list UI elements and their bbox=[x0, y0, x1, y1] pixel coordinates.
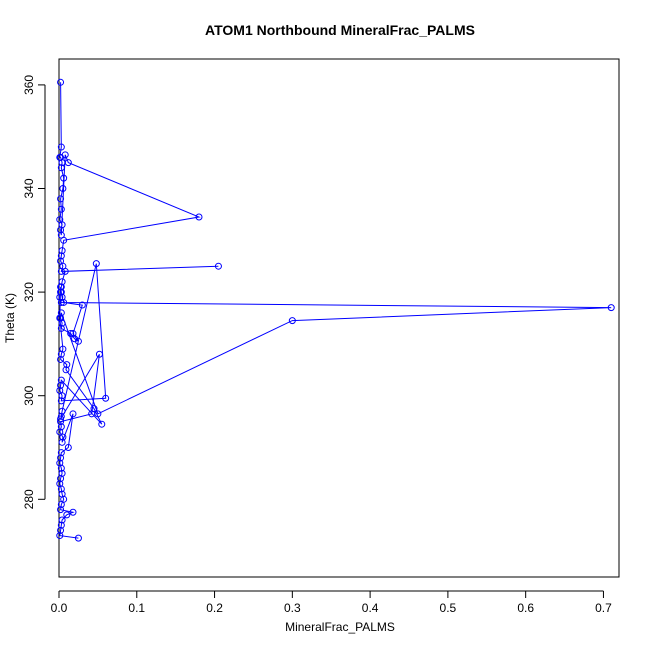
data-point bbox=[78, 301, 86, 309]
data-point bbox=[69, 508, 77, 516]
chart-title: ATOM1 Northbound MineralFrac_PALMS bbox=[205, 22, 475, 38]
data-point bbox=[57, 288, 65, 296]
data-point bbox=[59, 433, 67, 441]
data-point bbox=[57, 500, 65, 508]
data-point bbox=[62, 366, 70, 374]
data-point bbox=[57, 267, 65, 275]
data-point bbox=[61, 267, 69, 275]
y-axis-label: Theta (K) bbox=[3, 293, 17, 343]
data-point bbox=[60, 236, 68, 244]
data-point bbox=[88, 410, 96, 418]
x-tick-label: 0.3 bbox=[284, 601, 301, 615]
data-point bbox=[607, 304, 615, 312]
data-point bbox=[57, 454, 65, 462]
data-point bbox=[57, 415, 65, 423]
data-point bbox=[57, 418, 65, 426]
x-axis: 0.0 0.1 0.2 0.3 0.4 0.5 0.6 0.7 bbox=[51, 590, 612, 615]
data-point bbox=[63, 361, 71, 369]
y-tick-label: 300 bbox=[22, 385, 36, 405]
data-point bbox=[57, 376, 65, 384]
data-point bbox=[57, 521, 65, 529]
data-point bbox=[57, 485, 65, 493]
data-point bbox=[57, 252, 65, 260]
x-tick-label: 0.4 bbox=[362, 601, 379, 615]
data-point bbox=[57, 464, 65, 472]
data-point bbox=[58, 516, 66, 524]
data-point bbox=[57, 283, 65, 291]
data-point bbox=[63, 511, 71, 519]
y-tick-label: 340 bbox=[22, 178, 36, 198]
data-point bbox=[57, 397, 65, 405]
data-point bbox=[95, 350, 103, 358]
data-point bbox=[64, 444, 72, 451]
y-tick-label: 280 bbox=[22, 489, 36, 509]
data-point bbox=[288, 317, 296, 325]
data-point bbox=[58, 293, 66, 301]
plot-frame bbox=[58, 58, 620, 578]
data-point bbox=[64, 159, 72, 167]
data-point bbox=[57, 355, 65, 363]
y-tick-label: 320 bbox=[22, 282, 36, 302]
y-axis: 280 300 320 340 360 bbox=[22, 75, 46, 509]
x-tick-label: 0.2 bbox=[206, 601, 223, 615]
data-point bbox=[60, 174, 68, 182]
x-tick-label: 0.0 bbox=[51, 601, 68, 615]
data-point bbox=[57, 195, 65, 203]
data-point bbox=[57, 226, 65, 234]
data-point bbox=[57, 449, 65, 457]
data-point bbox=[57, 324, 65, 332]
x-tick-label: 0.5 bbox=[440, 601, 457, 615]
series-layer bbox=[56, 78, 615, 542]
data-point bbox=[69, 410, 77, 418]
data-point bbox=[98, 420, 106, 428]
data-point bbox=[58, 438, 66, 446]
data-point bbox=[57, 475, 65, 483]
x-tick-label: 0.7 bbox=[595, 601, 612, 615]
data-point bbox=[56, 428, 64, 436]
data-point bbox=[69, 330, 77, 338]
data-point bbox=[56, 314, 64, 322]
data-point bbox=[92, 260, 100, 268]
data-point bbox=[67, 330, 75, 338]
data-point bbox=[57, 506, 65, 514]
x-axis-label: MineralFrac_PALMS bbox=[285, 620, 395, 634]
data-point bbox=[102, 394, 110, 402]
data-point bbox=[57, 298, 65, 306]
data-point bbox=[59, 185, 67, 192]
data-point bbox=[57, 205, 65, 213]
data-point bbox=[74, 337, 82, 345]
data-point bbox=[57, 526, 65, 534]
data-point bbox=[57, 350, 65, 358]
y-tick-label: 360 bbox=[22, 75, 36, 95]
data-point bbox=[58, 247, 66, 255]
data-point bbox=[61, 151, 69, 159]
data-point bbox=[56, 532, 64, 540]
data-point bbox=[214, 262, 222, 270]
data-point bbox=[74, 534, 82, 542]
x-tick-label: 0.6 bbox=[517, 601, 534, 615]
data-point bbox=[57, 381, 65, 389]
x-tick-label: 0.1 bbox=[128, 601, 145, 615]
data-point bbox=[195, 213, 203, 221]
data-point bbox=[58, 407, 66, 415]
data-point bbox=[57, 143, 65, 151]
data-point bbox=[57, 164, 65, 172]
data-point bbox=[57, 78, 65, 86]
data-point bbox=[58, 392, 66, 400]
